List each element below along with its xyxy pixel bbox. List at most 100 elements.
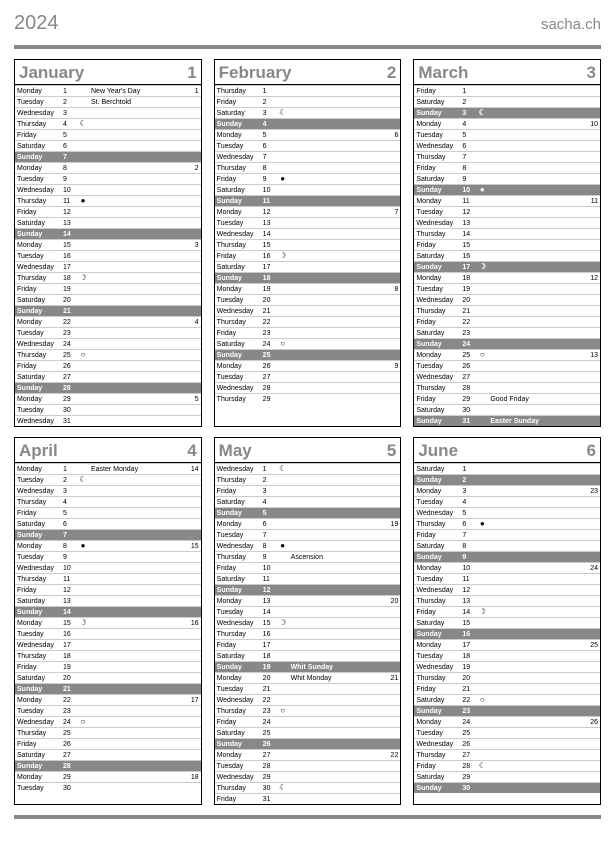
day-number: 5 xyxy=(263,132,277,139)
day-row: Saturday17 xyxy=(215,261,401,272)
weekday-label: Tuesday xyxy=(217,220,263,227)
weekday-label: Tuesday xyxy=(416,209,462,216)
day-number: 2 xyxy=(263,99,277,106)
week-number: 13 xyxy=(584,352,598,359)
weekday-label: Sunday xyxy=(217,587,263,594)
moon-phase-icon: ○ xyxy=(77,351,89,359)
month-name: May xyxy=(219,441,252,461)
day-number: 17 xyxy=(263,642,277,649)
moon-phase-icon: ● xyxy=(277,542,289,550)
day-row: Tuesday2St. Berchtold xyxy=(15,96,201,107)
day-row: Sunday16 xyxy=(414,628,600,639)
weekday-label: Saturday xyxy=(416,620,462,627)
weekday-label: Thursday xyxy=(416,231,462,238)
day-number: 18 xyxy=(462,653,476,660)
day-row: Wednesday28 xyxy=(215,382,401,393)
holiday-label: Good Friday xyxy=(488,396,584,403)
weekday-label: Wednesday xyxy=(217,385,263,392)
day-row: Thursday6● xyxy=(414,518,600,529)
weekday-label: Friday xyxy=(17,510,63,517)
day-number: 25 xyxy=(462,352,476,359)
day-row: Sunday11 xyxy=(215,195,401,206)
day-number: 10 xyxy=(263,565,277,572)
year-label: 2024 xyxy=(14,12,59,35)
day-number: 15 xyxy=(63,620,77,627)
week-number: 24 xyxy=(584,565,598,572)
day-row: Monday1024 xyxy=(414,562,600,573)
month-number: 2 xyxy=(387,63,396,83)
moon-phase-icon: ○ xyxy=(277,707,289,715)
week-number: 10 xyxy=(584,121,598,128)
day-number: 10 xyxy=(263,187,277,194)
day-row: Thursday20 xyxy=(414,672,600,683)
day-row: Friday5 xyxy=(15,507,201,518)
weekday-label: Sunday xyxy=(416,554,462,561)
day-row: Wednesday8● xyxy=(215,540,401,551)
day-row: Monday25○13 xyxy=(414,349,600,360)
day-row: Tuesday19 xyxy=(414,283,600,294)
day-number: 8 xyxy=(263,165,277,172)
day-row: Sunday12 xyxy=(215,584,401,595)
weekday-label: Friday xyxy=(416,763,462,770)
day-number: 25 xyxy=(63,352,77,359)
day-number: 20 xyxy=(63,675,77,682)
day-row: Friday5 xyxy=(15,129,201,140)
weekday-label: Sunday xyxy=(17,154,63,161)
day-number: 12 xyxy=(462,209,476,216)
weekday-label: Friday xyxy=(17,363,63,370)
day-number: 30 xyxy=(462,407,476,414)
week-number: 12 xyxy=(584,275,598,282)
weekday-label: Monday xyxy=(17,396,63,403)
day-number: 20 xyxy=(263,675,277,682)
day-number: 6 xyxy=(263,521,277,528)
day-number: 17 xyxy=(63,264,77,271)
weekday-label: Sunday xyxy=(416,264,462,271)
day-row: Sunday5 xyxy=(215,507,401,518)
weekday-label: Monday xyxy=(217,675,263,682)
weekday-label: Wednesday xyxy=(17,565,63,572)
day-row: Tuesday9 xyxy=(15,173,201,184)
weekday-label: Sunday xyxy=(416,785,462,792)
day-row: Saturday20 xyxy=(15,672,201,683)
day-number: 17 xyxy=(63,642,77,649)
day-number: 29 xyxy=(462,396,476,403)
weekday-label: Saturday xyxy=(217,187,263,194)
day-row: Saturday23 xyxy=(414,327,600,338)
day-row: Friday28☾ xyxy=(414,760,600,771)
day-number: 9 xyxy=(63,176,77,183)
day-number: 9 xyxy=(263,554,277,561)
month-header: March3 xyxy=(414,60,600,85)
weekday-label: Thursday xyxy=(416,154,462,161)
moon-phase-icon: ● xyxy=(77,542,89,550)
day-row: Monday224 xyxy=(15,316,201,327)
day-row: Saturday6 xyxy=(15,518,201,529)
day-row: Thursday2 xyxy=(215,474,401,485)
weekday-label: Sunday xyxy=(217,352,263,359)
day-row: Thursday25 xyxy=(15,727,201,738)
weekday-label: Tuesday xyxy=(416,576,462,583)
day-row: Monday295 xyxy=(15,393,201,404)
day-row: Friday3 xyxy=(215,485,401,496)
day-number: 7 xyxy=(263,154,277,161)
weekday-label: Sunday xyxy=(17,609,63,616)
moon-phase-icon: ☽ xyxy=(476,263,488,271)
day-number: 27 xyxy=(263,374,277,381)
site-label: sacha.ch xyxy=(541,16,601,33)
weekday-label: Monday xyxy=(217,363,263,370)
day-number: 22 xyxy=(462,319,476,326)
weekday-label: Sunday xyxy=(416,341,462,348)
day-row: Sunday28 xyxy=(15,760,201,771)
weekday-label: Wednesday xyxy=(17,488,63,495)
day-number: 4 xyxy=(63,121,77,128)
weekday-label: Sunday xyxy=(416,187,462,194)
day-number: 13 xyxy=(462,220,476,227)
day-row: Friday1 xyxy=(414,85,600,96)
week-number: 21 xyxy=(384,675,398,682)
day-row: Friday10 xyxy=(215,562,401,573)
weekday-label: Friday xyxy=(217,719,263,726)
weekday-label: Thursday xyxy=(17,275,63,282)
day-row: Sunday2 xyxy=(414,474,600,485)
day-row: Friday26 xyxy=(15,360,201,371)
day-row: Tuesday30 xyxy=(15,404,201,415)
day-number: 25 xyxy=(263,352,277,359)
